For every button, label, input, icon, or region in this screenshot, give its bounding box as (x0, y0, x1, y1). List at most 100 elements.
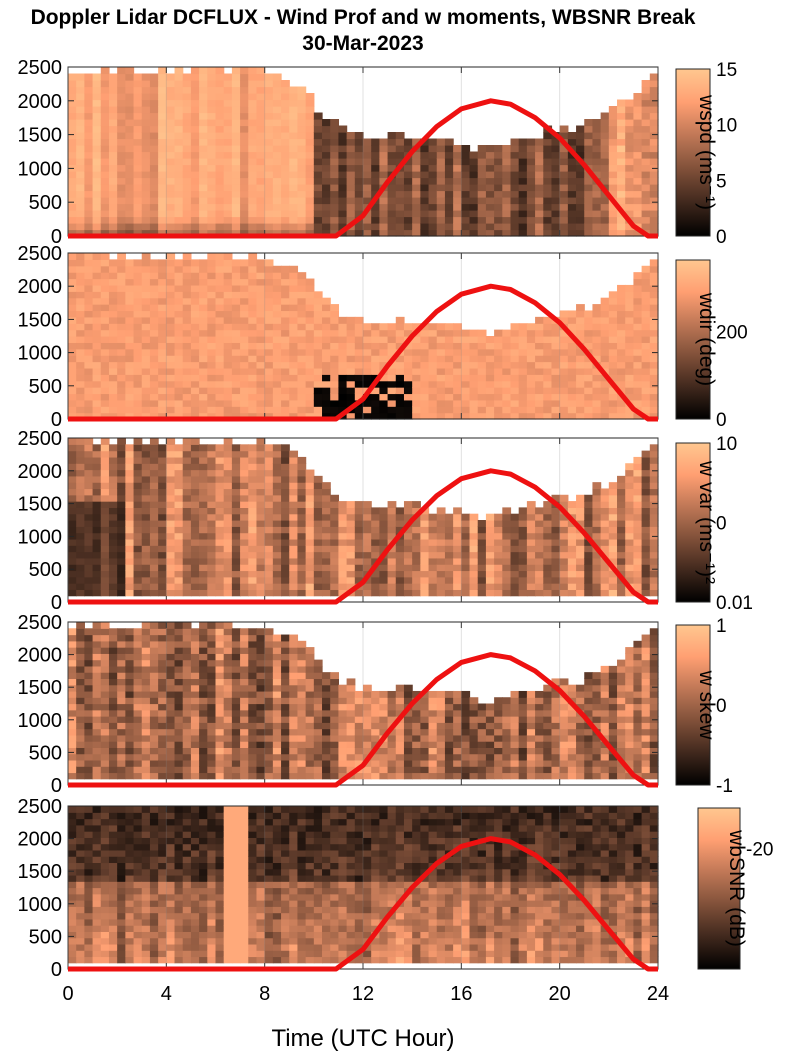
heatmap-cell (199, 494, 208, 502)
heatmap-cell (346, 387, 356, 395)
heatmap-cell (117, 316, 126, 324)
heatmap-cell (182, 488, 192, 496)
heatmap-cell (543, 210, 553, 218)
heatmap-cell (190, 728, 200, 736)
heatmap-cell (166, 329, 176, 337)
heatmap-cell (649, 259, 659, 267)
heatmap-cell (133, 653, 143, 661)
heatmap-cell (371, 216, 380, 224)
heatmap-cell (207, 532, 217, 540)
heatmap-cell (436, 367, 446, 375)
heatmap-cell (174, 367, 184, 375)
heatmap-cell (363, 564, 372, 572)
heatmap-cell (305, 336, 315, 343)
heatmap-cell (223, 438, 233, 445)
heatmap-cell (117, 640, 126, 648)
heatmap-cell (289, 475, 299, 483)
heatmap-cell (297, 583, 307, 590)
heatmap-cell (182, 716, 192, 723)
heatmap-cell (108, 570, 118, 578)
heatmap-cell (428, 229, 438, 237)
heatmap-cell (141, 216, 151, 224)
heatmap-cell (166, 672, 176, 680)
heatmap-cell (68, 184, 77, 192)
heatmap-cell (354, 145, 364, 153)
heatmap-cell (199, 703, 208, 711)
heatmap-cell (133, 265, 143, 273)
heatmap-cell (379, 323, 389, 331)
heatmap-cell (149, 304, 159, 312)
heatmap-cell (502, 210, 512, 218)
heatmap-cell (240, 716, 249, 723)
heatmap-cell (125, 684, 135, 692)
heatmap-cell (272, 526, 282, 534)
heatmap-cell (256, 393, 266, 401)
heatmap-cell (363, 520, 372, 527)
heatmap-cell (551, 203, 561, 211)
heatmap-cell (158, 361, 167, 369)
heatmap-cell (248, 520, 258, 527)
heatmap-cell (313, 367, 323, 375)
heatmap-cell (576, 171, 585, 179)
heatmap-cell (289, 223, 299, 231)
heatmap-cell (453, 412, 462, 420)
heatmap-cell (526, 203, 536, 211)
heatmap-cell (543, 380, 553, 388)
heatmap-cell (641, 210, 651, 218)
heatmap-cell (649, 151, 659, 159)
heatmap-cell (215, 184, 225, 192)
heatmap-cell (199, 583, 208, 590)
heatmap-cell (313, 551, 323, 559)
heatmap-cell (133, 387, 143, 395)
heatmap-cell (100, 336, 110, 343)
heatmap-cell (223, 501, 233, 508)
heatmap-cell (641, 545, 651, 553)
heatmap-cell (133, 722, 143, 730)
heatmap-cell (149, 564, 159, 572)
heatmap-cell (592, 216, 602, 224)
heatmap-cell (125, 551, 135, 559)
heatmap-cell (576, 310, 585, 318)
heatmap-cell (559, 570, 569, 578)
heatmap-cell (502, 171, 512, 179)
heatmap-cell (76, 374, 85, 382)
heatmap-cell (149, 284, 159, 292)
heatmap-cell (215, 355, 225, 363)
heatmap-cell (551, 399, 561, 407)
heatmap-cell (92, 653, 102, 661)
heatmap-cell (453, 197, 462, 205)
heatmap-cell (543, 387, 553, 395)
heatmap-cell (125, 203, 135, 211)
heatmap-cell (363, 412, 372, 420)
heatmap-cell (158, 640, 167, 648)
heatmap-cell (125, 190, 135, 198)
heatmap-cell (68, 520, 77, 527)
heatmap-cell (502, 151, 512, 159)
heatmap-cell (84, 316, 94, 324)
heatmap-cell (100, 197, 110, 205)
heatmap-cell (600, 342, 610, 350)
heatmap-cell (363, 501, 372, 508)
heatmap-cell (256, 387, 266, 395)
heatmap-cell (223, 125, 233, 133)
heatmap-cell (543, 151, 553, 159)
heatmap-cell (158, 329, 167, 337)
heatmap-cell (412, 501, 421, 508)
heatmap-cell (100, 526, 110, 534)
heatmap-cell (526, 532, 536, 540)
heatmap-cell (207, 653, 217, 661)
heatmap-cell (322, 576, 331, 584)
heatmap-cell (600, 145, 610, 153)
heatmap-cell (149, 438, 159, 445)
heatmap-cell (543, 336, 553, 343)
heatmap-cell (231, 653, 241, 661)
heatmap-cell (166, 348, 176, 356)
heatmap-cell (354, 355, 364, 363)
heatmap-cell (108, 297, 118, 305)
heatmap-cell (297, 576, 307, 584)
heatmap-cell (199, 532, 208, 540)
heatmap-cell (141, 653, 151, 661)
heatmap-cell (125, 223, 135, 231)
heatmap-cell (264, 538, 274, 546)
heatmap-cell (133, 576, 143, 584)
